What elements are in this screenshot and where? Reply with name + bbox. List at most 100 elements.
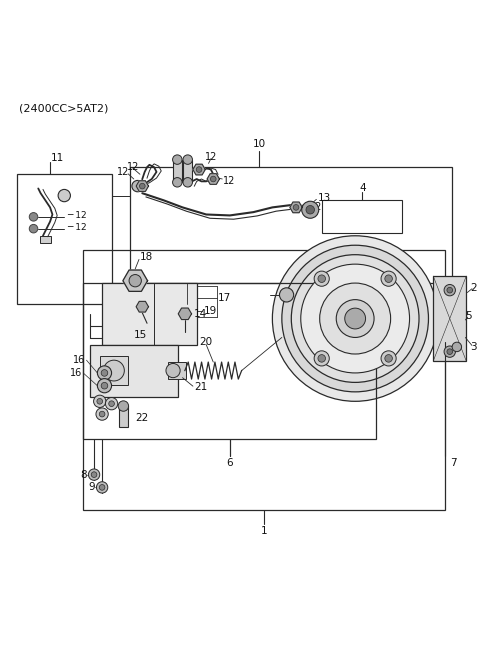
Bar bbox=[173, 159, 181, 182]
Circle shape bbox=[447, 349, 453, 354]
Polygon shape bbox=[136, 301, 148, 312]
Circle shape bbox=[97, 379, 111, 393]
Circle shape bbox=[336, 300, 374, 337]
Circle shape bbox=[293, 205, 299, 210]
Circle shape bbox=[29, 224, 38, 233]
Text: ─ 12: ─ 12 bbox=[67, 211, 86, 220]
Circle shape bbox=[196, 167, 202, 173]
Text: 6: 6 bbox=[227, 458, 233, 468]
Polygon shape bbox=[207, 174, 219, 184]
Bar bbox=[90, 344, 178, 397]
Text: 7: 7 bbox=[450, 458, 456, 468]
Text: 5: 5 bbox=[466, 311, 472, 321]
Circle shape bbox=[94, 395, 106, 407]
Text: 12: 12 bbox=[204, 152, 217, 162]
Circle shape bbox=[166, 363, 180, 378]
Text: 22: 22 bbox=[135, 413, 148, 423]
Circle shape bbox=[345, 308, 366, 329]
Circle shape bbox=[320, 283, 391, 354]
Bar bbox=[40, 236, 50, 243]
Bar bbox=[131, 167, 452, 283]
Circle shape bbox=[99, 411, 105, 417]
Text: 4: 4 bbox=[359, 184, 366, 194]
Circle shape bbox=[97, 366, 111, 380]
Circle shape bbox=[58, 190, 71, 201]
Circle shape bbox=[318, 275, 325, 283]
Circle shape bbox=[291, 255, 419, 382]
Circle shape bbox=[452, 342, 462, 352]
Circle shape bbox=[210, 176, 216, 182]
Text: 8: 8 bbox=[80, 470, 87, 480]
Text: 16: 16 bbox=[73, 355, 85, 365]
Circle shape bbox=[272, 236, 438, 401]
Circle shape bbox=[91, 472, 97, 478]
Bar bbox=[100, 356, 128, 385]
Text: 18: 18 bbox=[140, 252, 153, 262]
Circle shape bbox=[385, 355, 392, 362]
Circle shape bbox=[109, 401, 114, 407]
Circle shape bbox=[447, 287, 453, 293]
Circle shape bbox=[99, 485, 105, 490]
Text: 12: 12 bbox=[117, 167, 130, 177]
Bar bbox=[168, 362, 186, 379]
Bar bbox=[83, 250, 445, 510]
Circle shape bbox=[385, 275, 392, 283]
Text: 9: 9 bbox=[88, 482, 95, 493]
Text: 13: 13 bbox=[317, 193, 331, 203]
Text: 19: 19 bbox=[204, 306, 217, 316]
Circle shape bbox=[96, 482, 108, 493]
Circle shape bbox=[29, 213, 38, 221]
Circle shape bbox=[306, 205, 314, 214]
Circle shape bbox=[314, 351, 329, 366]
Text: 3: 3 bbox=[470, 342, 477, 352]
Circle shape bbox=[104, 360, 124, 381]
Circle shape bbox=[129, 275, 142, 287]
Circle shape bbox=[173, 155, 182, 165]
Circle shape bbox=[183, 155, 192, 165]
Circle shape bbox=[101, 382, 108, 389]
Bar bbox=[119, 406, 128, 427]
Text: 12: 12 bbox=[127, 162, 139, 172]
Text: ─ 12: ─ 12 bbox=[67, 223, 86, 232]
Text: 16: 16 bbox=[70, 368, 82, 378]
Bar bbox=[17, 174, 111, 304]
Circle shape bbox=[301, 264, 409, 373]
Circle shape bbox=[302, 201, 319, 218]
Polygon shape bbox=[178, 308, 192, 319]
Circle shape bbox=[96, 408, 108, 420]
Circle shape bbox=[97, 398, 103, 404]
Polygon shape bbox=[136, 181, 148, 192]
Text: 14: 14 bbox=[193, 309, 207, 319]
Text: (2400CC>5AT2): (2400CC>5AT2) bbox=[19, 104, 108, 113]
Circle shape bbox=[140, 183, 145, 189]
Circle shape bbox=[173, 178, 182, 187]
Bar bbox=[133, 183, 142, 189]
Text: 20: 20 bbox=[200, 337, 213, 347]
Text: 11: 11 bbox=[50, 153, 64, 163]
Circle shape bbox=[106, 398, 118, 410]
Circle shape bbox=[282, 245, 429, 392]
Bar bbox=[322, 200, 402, 234]
Text: 2: 2 bbox=[470, 283, 477, 293]
Text: 21: 21 bbox=[194, 382, 207, 392]
Circle shape bbox=[381, 351, 396, 366]
Circle shape bbox=[118, 401, 129, 411]
Circle shape bbox=[183, 178, 192, 187]
Circle shape bbox=[314, 271, 329, 286]
Circle shape bbox=[318, 355, 325, 362]
Bar bbox=[433, 276, 466, 361]
Circle shape bbox=[381, 271, 396, 286]
Circle shape bbox=[88, 469, 100, 480]
Circle shape bbox=[101, 369, 108, 377]
Bar bbox=[83, 283, 376, 439]
Text: 1: 1 bbox=[261, 526, 267, 537]
Circle shape bbox=[444, 346, 456, 358]
Text: 17: 17 bbox=[218, 293, 231, 304]
Circle shape bbox=[444, 285, 456, 296]
Text: 15: 15 bbox=[133, 330, 146, 340]
Polygon shape bbox=[290, 202, 302, 213]
Polygon shape bbox=[123, 270, 147, 291]
Text: 12: 12 bbox=[223, 176, 235, 186]
Text: 10: 10 bbox=[252, 138, 266, 148]
Circle shape bbox=[132, 180, 143, 192]
